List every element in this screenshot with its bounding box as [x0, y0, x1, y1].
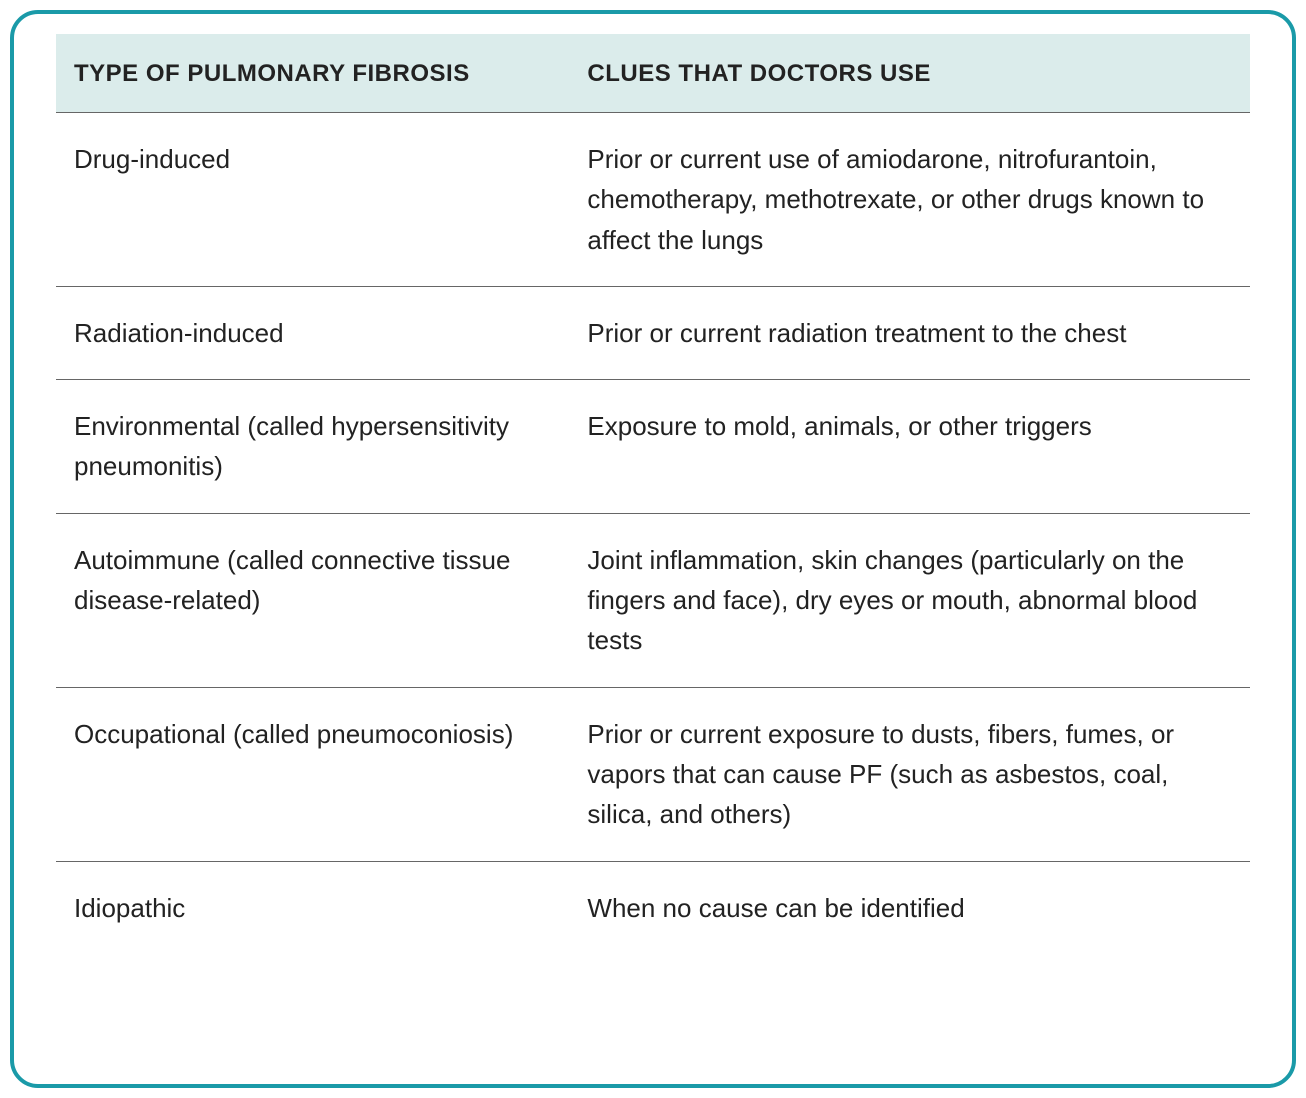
cell-type: Occupational (called pneumoconiosis)	[56, 687, 569, 861]
table-header-row: TYPE OF PULMONARY FIBROSIS CLUES THAT DO…	[56, 34, 1250, 113]
cell-clues: When no cause can be identified	[569, 861, 1250, 934]
cell-clues: Joint inflammation, skin changes (partic…	[569, 513, 1250, 687]
cell-type: Drug-induced	[56, 113, 569, 287]
cell-clues: Exposure to mold, animals, or other trig…	[569, 380, 1250, 514]
cell-type: Radiation-induced	[56, 286, 569, 379]
table-row: Occupational (called pneumoconiosis) Pri…	[56, 687, 1250, 861]
header-clues: CLUES THAT DOCTORS USE	[569, 34, 1250, 113]
cell-clues: Prior or current exposure to dusts, fibe…	[569, 687, 1250, 861]
table-row: Drug-induced Prior or current use of ami…	[56, 113, 1250, 287]
cell-type: Environmental (called hypersensitivity p…	[56, 380, 569, 514]
cell-type: Idiopathic	[56, 861, 569, 934]
table-row: Radiation-induced Prior or current radia…	[56, 286, 1250, 379]
header-type: TYPE OF PULMONARY FIBROSIS	[56, 34, 569, 113]
cell-type: Autoimmune (called connective tissue dis…	[56, 513, 569, 687]
table-row: Environmental (called hypersensitivity p…	[56, 380, 1250, 514]
table-card: TYPE OF PULMONARY FIBROSIS CLUES THAT DO…	[10, 10, 1296, 1088]
cell-clues: Prior or current radiation treatment to …	[569, 286, 1250, 379]
table-row: Idiopathic When no cause can be identifi…	[56, 861, 1250, 934]
cell-clues: Prior or current use of amiodarone, nitr…	[569, 113, 1250, 287]
table-row: Autoimmune (called connective tissue dis…	[56, 513, 1250, 687]
pf-types-table: TYPE OF PULMONARY FIBROSIS CLUES THAT DO…	[56, 34, 1250, 934]
